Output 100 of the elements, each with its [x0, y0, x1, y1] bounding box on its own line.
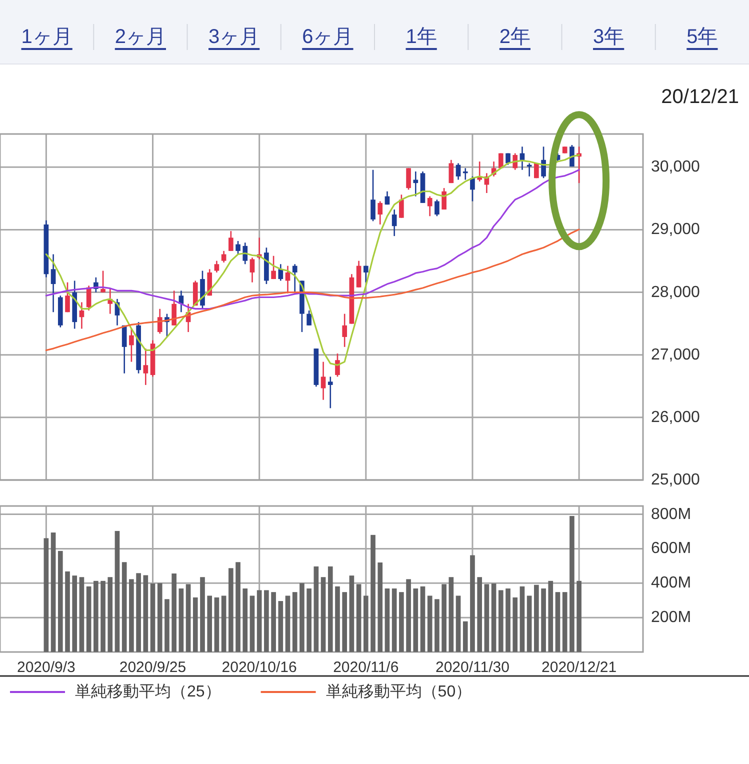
text: 3年 — [593, 26, 624, 48]
bar — [207, 596, 212, 652]
bar — [221, 596, 226, 652]
candlestick — [456, 162, 461, 180]
bar — [314, 566, 319, 652]
bar — [264, 590, 269, 652]
bar — [65, 571, 70, 652]
bar — [242, 588, 248, 652]
y-tick-label: 28,000 — [651, 284, 700, 301]
candlestick — [462, 168, 468, 180]
bar — [122, 562, 127, 652]
bar — [214, 597, 220, 652]
bar — [228, 568, 234, 652]
bar — [548, 580, 554, 652]
candlestick — [221, 250, 226, 264]
bar — [378, 562, 383, 652]
candlestick — [122, 324, 127, 374]
candlestick — [100, 270, 106, 293]
bar — [44, 538, 49, 652]
candlestick — [427, 196, 432, 217]
bar — [370, 534, 376, 652]
bar — [477, 577, 482, 652]
text: 5年 — [686, 26, 718, 48]
legend-label: 単純移動平均（25） — [75, 684, 221, 700]
bar — [392, 588, 397, 652]
bar — [306, 588, 312, 652]
bar — [363, 596, 368, 652]
bar — [50, 532, 56, 652]
candlestick — [79, 302, 84, 330]
bar — [470, 555, 475, 652]
bar — [292, 592, 298, 652]
bar — [79, 577, 84, 652]
candlestick — [470, 176, 475, 202]
bar — [136, 573, 141, 652]
bar — [484, 584, 490, 652]
bar — [129, 579, 134, 652]
candlestick — [392, 208, 397, 237]
bar — [498, 590, 504, 652]
line-series — [45, 169, 580, 310]
candlestick — [236, 240, 240, 255]
candlestick — [335, 352, 340, 378]
candlestick — [129, 328, 134, 362]
text: 1年 — [406, 26, 437, 48]
bar — [434, 599, 440, 652]
candlestick — [434, 198, 440, 217]
bar — [406, 579, 411, 652]
candlestick — [363, 265, 368, 283]
candlestick — [278, 263, 284, 282]
bar — [150, 583, 156, 652]
bar — [534, 584, 539, 652]
bar — [384, 588, 390, 652]
bar — [462, 621, 468, 652]
y-tick-label: 25,000 — [651, 472, 700, 488]
y-tick-label: 200M — [651, 609, 692, 626]
candlestick — [250, 256, 255, 283]
bar — [143, 575, 148, 652]
bar — [356, 584, 362, 652]
candlestick — [342, 313, 348, 348]
bar — [100, 580, 106, 652]
bar — [300, 583, 304, 652]
bar — [250, 596, 255, 652]
candlestick — [50, 254, 56, 313]
candlestick — [328, 376, 333, 409]
candlestick — [448, 159, 454, 184]
bar — [512, 597, 518, 652]
bar — [192, 597, 198, 652]
bar — [200, 577, 205, 652]
bar — [570, 516, 574, 652]
bar — [285, 596, 290, 652]
candlestick — [306, 310, 312, 326]
bar — [526, 596, 532, 652]
bar — [427, 596, 432, 652]
bar — [491, 583, 496, 652]
bar — [576, 580, 582, 652]
bar — [86, 586, 92, 652]
candlestick — [384, 190, 390, 206]
bar — [413, 588, 418, 652]
candlestick — [172, 290, 176, 326]
bar — [342, 592, 348, 652]
candlestick — [228, 230, 234, 252]
bar — [442, 584, 446, 652]
bar — [448, 577, 454, 652]
y-tick-label: 27,000 — [651, 346, 700, 364]
y-tick-label: 400M — [651, 574, 692, 592]
text: 2ヶ月 — [114, 26, 166, 48]
text: 1ヶ月 — [21, 26, 72, 48]
bar — [320, 577, 326, 652]
candlestick — [242, 242, 248, 265]
y-tick-label: 600M — [651, 540, 692, 558]
x-tick-label: 2020/11/6 — [333, 659, 399, 676]
candlestick — [413, 170, 418, 197]
bar — [335, 586, 340, 652]
candlestick — [271, 255, 276, 280]
candlestick — [378, 200, 383, 226]
bar — [562, 592, 568, 652]
bar — [278, 601, 284, 652]
bar — [157, 583, 162, 652]
bar — [164, 599, 170, 652]
bar — [420, 586, 426, 652]
bar — [506, 588, 510, 652]
